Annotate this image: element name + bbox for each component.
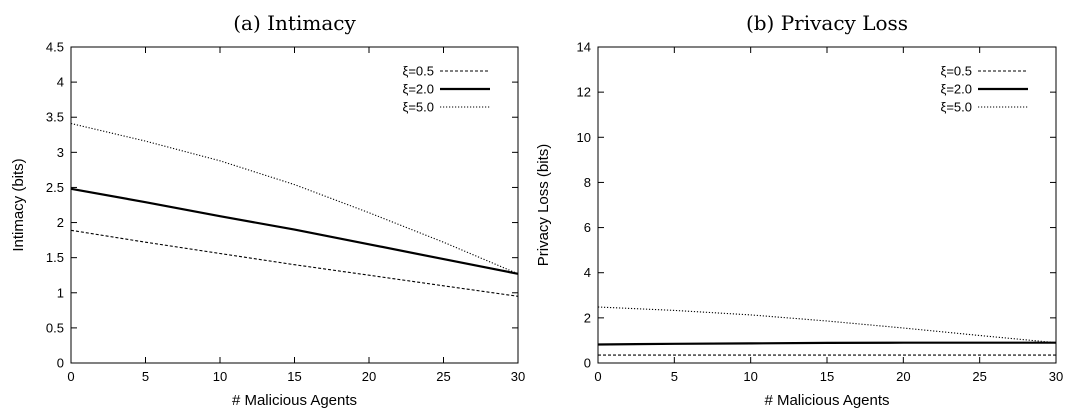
y-tick-label: 10	[577, 130, 591, 145]
x-tick-label: 0	[67, 369, 74, 384]
y-tick-label: 1	[57, 285, 64, 300]
x-tick-label: 5	[142, 369, 149, 384]
x-tick-label: 10	[743, 369, 757, 384]
y-tick-label: 2	[57, 215, 64, 230]
legend-label: ξ=0.5	[403, 64, 434, 79]
series-line-2	[70, 122, 519, 275]
x-tick-label: 30	[511, 369, 525, 384]
y-tick-label: 2	[584, 310, 591, 325]
chart-panel-1: (b) Privacy Loss 0 2 4 6 8 10 12 14 0 5 10 15 20 25 30 #…	[535, 11, 1063, 409]
chart-title: (a) Intimacy	[233, 11, 356, 35]
y-tick-label: 6	[584, 220, 591, 235]
y-tick-label: 3	[57, 145, 64, 160]
chart-title: (b) Privacy Loss	[746, 11, 908, 35]
y-tick-label: 2.5	[46, 180, 64, 195]
y-tick-label: 4	[584, 265, 591, 280]
x-tick-label: 25	[436, 369, 450, 384]
chart-panel-0: (a) Intimacy 0 0.5 1 1.5 2 2.5 3 3.5 4 4.5 0 5 10 15 20…	[10, 11, 525, 409]
x-tick-label: 20	[362, 369, 376, 384]
y-tick-label: 0.5	[46, 320, 64, 335]
series-line-1	[70, 187, 519, 275]
series-line-0	[70, 229, 519, 297]
y-tick-label: 12	[577, 85, 591, 100]
legend-label: ξ=5.0	[403, 100, 434, 115]
x-tick-label: 5	[671, 369, 678, 384]
y-tick-label: 4	[57, 75, 64, 90]
x-tick-label: 15	[287, 369, 301, 384]
series-line-1	[597, 341, 1056, 346]
y-axis-label: Privacy Loss (bits)	[535, 144, 552, 267]
plot-frame	[70, 46, 519, 364]
y-axis-label: Intimacy (bits)	[10, 158, 27, 251]
x-axis-label: # Malicious Agents	[232, 392, 357, 409]
plot-frame	[597, 46, 1057, 364]
y-tick-label: 1.5	[46, 250, 64, 265]
x-tick-label: 15	[820, 369, 834, 384]
y-tick-label: 8	[584, 175, 591, 190]
legend-label: ξ=2.0	[403, 82, 434, 97]
y-tick-label: 0	[57, 356, 64, 371]
x-tick-label: 0	[594, 369, 601, 384]
x-tick-label: 30	[1049, 369, 1063, 384]
y-tick-label: 0	[584, 356, 591, 371]
legend-label: ξ=5.0	[941, 100, 972, 115]
y-tick-label: 3.5	[46, 110, 64, 125]
x-tick-label: 20	[896, 369, 910, 384]
legend-label: ξ=2.0	[941, 82, 972, 97]
x-axis-label: # Malicious Agents	[764, 392, 889, 409]
y-tick-label: 4.5	[46, 40, 64, 55]
legend-label: ξ=0.5	[941, 64, 972, 79]
y-tick-label: 14	[577, 40, 591, 55]
x-tick-label: 10	[213, 369, 227, 384]
series-line-2	[597, 306, 1057, 344]
x-tick-label: 25	[972, 369, 986, 384]
